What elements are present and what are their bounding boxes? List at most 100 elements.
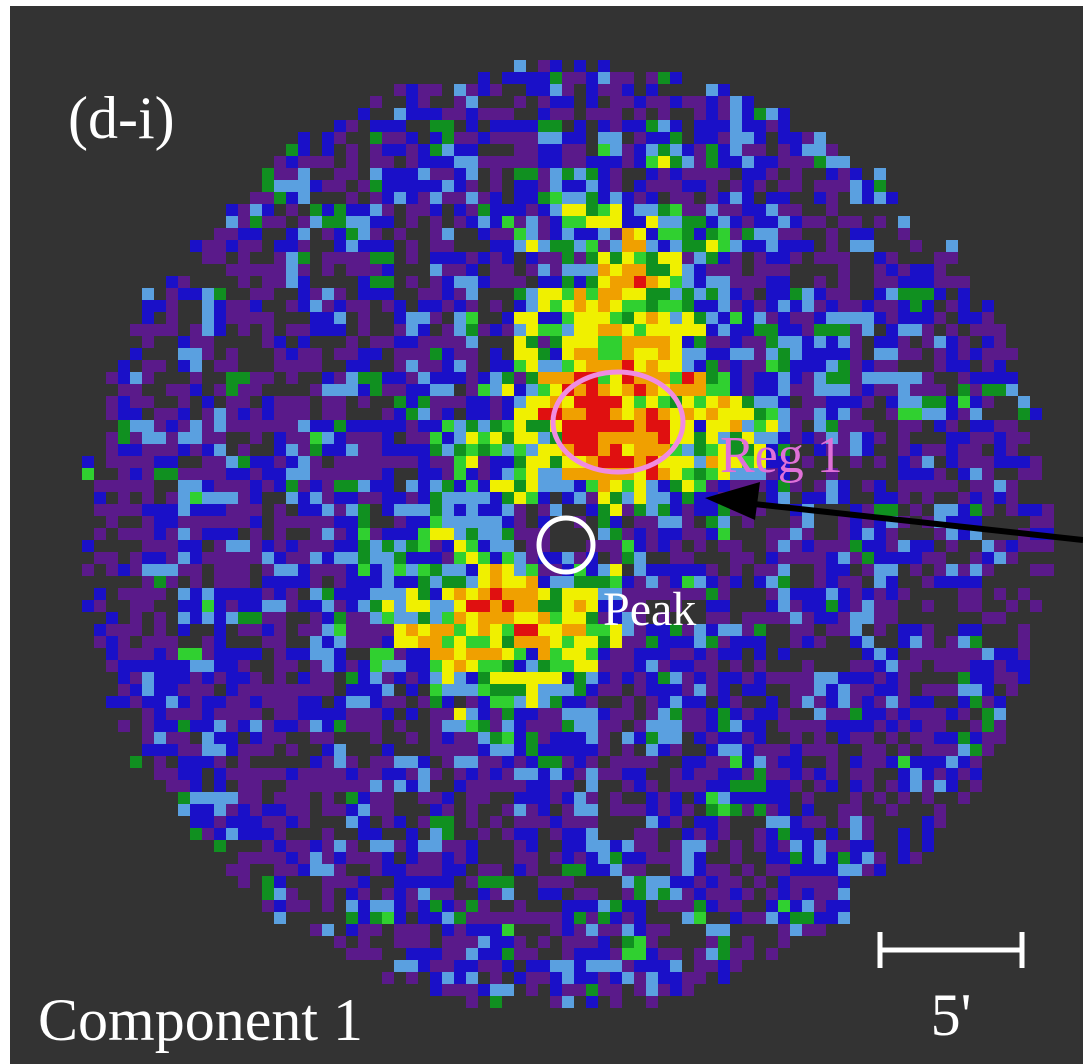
pixel — [346, 300, 358, 312]
pixel — [682, 288, 694, 300]
pixel — [574, 576, 586, 588]
pixel — [382, 624, 394, 636]
pixel — [406, 636, 418, 648]
pixel — [814, 684, 826, 696]
pixel — [310, 732, 322, 744]
pixel — [454, 528, 466, 540]
pixel — [514, 528, 526, 540]
pixel — [334, 396, 346, 408]
pixel — [754, 132, 766, 144]
pixel — [130, 648, 142, 660]
pixel — [490, 564, 502, 576]
pixel — [718, 828, 730, 840]
pixel — [214, 624, 226, 636]
pixel — [490, 204, 502, 216]
pixel — [646, 720, 658, 732]
pixel — [586, 924, 598, 936]
pixel — [658, 348, 670, 360]
pixel — [298, 852, 310, 864]
pixel — [958, 408, 970, 420]
pixel — [898, 372, 910, 384]
pixel — [442, 408, 454, 420]
pixel — [670, 984, 682, 996]
pixel — [634, 672, 646, 684]
pixel — [634, 120, 646, 132]
pixel — [382, 144, 394, 156]
pixel — [490, 888, 502, 900]
pixel — [670, 180, 682, 192]
pixel — [262, 804, 274, 816]
pixel — [130, 408, 142, 420]
pixel — [586, 936, 598, 948]
pixel — [322, 444, 334, 456]
pixel — [874, 264, 886, 276]
pixel — [514, 408, 526, 420]
pixel — [106, 396, 118, 408]
pixel — [442, 300, 454, 312]
pixel — [598, 420, 610, 432]
pixel — [178, 432, 190, 444]
pixel — [910, 660, 922, 672]
pixel — [298, 432, 310, 444]
pixel — [574, 756, 586, 768]
pixel — [274, 660, 286, 672]
pixel — [466, 684, 478, 696]
pixel — [466, 180, 478, 192]
pixel — [106, 636, 118, 648]
pixel — [766, 564, 778, 576]
pixel — [142, 456, 154, 468]
pixel — [106, 408, 118, 420]
pixel — [718, 648, 730, 660]
pixel — [334, 384, 346, 396]
pixel — [118, 648, 130, 660]
pixel — [814, 612, 826, 624]
pixel — [910, 312, 922, 324]
pixel — [658, 96, 670, 108]
pixel — [370, 720, 382, 732]
pixel — [334, 564, 346, 576]
pixel — [850, 168, 862, 180]
pixel — [490, 384, 502, 396]
pixel — [478, 396, 490, 408]
pixel — [646, 228, 658, 240]
pixel — [550, 252, 562, 264]
pixel — [526, 132, 538, 144]
pixel — [754, 300, 766, 312]
pixel — [502, 888, 514, 900]
pixel — [442, 708, 454, 720]
pixel — [718, 924, 730, 936]
pixel — [322, 132, 334, 144]
pixel — [322, 552, 334, 564]
pixel — [526, 204, 538, 216]
pixel — [790, 876, 802, 888]
pixel — [526, 528, 538, 540]
pixel — [802, 672, 814, 684]
pixel — [814, 132, 826, 144]
pixel — [406, 492, 418, 504]
pixel — [382, 552, 394, 564]
pixel — [298, 708, 310, 720]
pixel — [418, 180, 430, 192]
pixel — [418, 168, 430, 180]
pixel — [886, 612, 898, 624]
pixel — [550, 108, 562, 120]
pixel — [406, 936, 418, 948]
pixel — [430, 216, 442, 228]
pixel — [154, 660, 166, 672]
pixel — [406, 564, 418, 576]
pixel — [382, 300, 394, 312]
pixel — [226, 240, 238, 252]
pixel — [730, 660, 742, 672]
pixel — [562, 720, 574, 732]
pixel — [298, 792, 310, 804]
pixel — [706, 828, 718, 840]
pixel — [418, 348, 430, 360]
pixel — [118, 456, 130, 468]
pixel — [574, 696, 586, 708]
pixel — [622, 936, 634, 948]
pixel — [790, 696, 802, 708]
pixel — [322, 468, 334, 480]
pixel — [406, 900, 418, 912]
pixel — [442, 480, 454, 492]
pixel — [214, 804, 226, 816]
